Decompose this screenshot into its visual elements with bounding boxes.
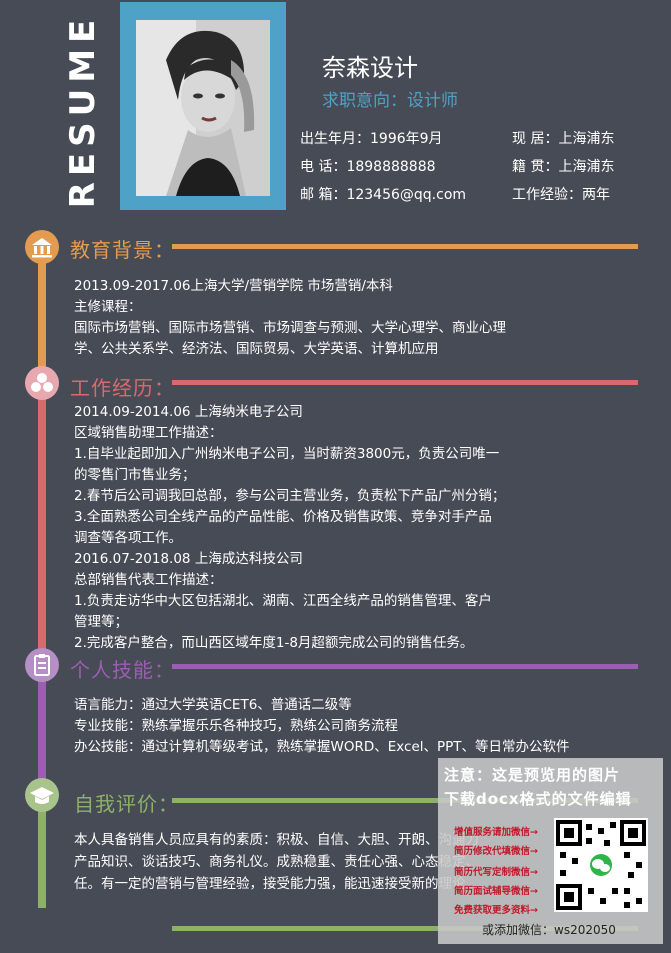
work-line-5: 2.春节后公司调我回总部，参与公司主营业务，负责松下产品广州分销； xyxy=(74,488,506,504)
education-divider xyxy=(172,244,638,249)
watermark-item-5: 免费获取更多资料→ xyxy=(454,905,538,916)
timeline-work xyxy=(38,398,46,650)
education-line-1: 2013.09-2017.06上海大学/营销学院 市场营销/本科 xyxy=(74,278,393,294)
info-phone: 电 话：1898888888 xyxy=(300,159,436,175)
qr-code-icon xyxy=(554,818,648,912)
work-line-7: 调查等各项工作。 xyxy=(74,530,182,546)
watermark-title-2: 下载docx格式的文件编辑 xyxy=(444,790,632,808)
education-line-4: 学、公共关系学、经济法、国际贸易、大学英语、计算机应用 xyxy=(74,341,439,357)
education-line-2: 主修课程： xyxy=(74,299,142,315)
skills-title: 个人技能： xyxy=(70,658,175,682)
self-title: 自我评价： xyxy=(74,792,179,816)
watermark-item-2: 简历修改代填微信→ xyxy=(454,846,538,857)
work-line-10: 1.负责走访华中大区包括湖北、湖南、江西全线产品的销售管理、客户 xyxy=(74,593,492,609)
work-line-6: 3.全面熟悉公司全线产品的产品性能、价格及销售政策、竞争对手产品 xyxy=(74,509,492,525)
work-line-9: 总部销售代表工作描述： xyxy=(74,572,223,588)
work-line-12: 2.完成客户整合，而山西区域年度1-8月超额完成公司的销售任务。 xyxy=(74,635,474,651)
skills-line-1: 语言能力：通过大学英语CET6、普通话二级等 xyxy=(74,697,352,713)
watermark-item-4: 简历面试辅导微信→ xyxy=(454,886,538,897)
watermark-wechat: 或添加微信：ws202050 xyxy=(482,923,616,937)
job-intent: 求职意向：设计师 xyxy=(322,91,458,111)
work-divider xyxy=(172,380,638,385)
self-line-1: 本人具备销售人员应具有的素质：积极、自信、大胆、开朗、沟通力 xyxy=(74,832,479,848)
resume-vertical-title: RESUME xyxy=(63,13,103,209)
skills-divider xyxy=(172,664,638,669)
watermark-item-3: 简历代写定制微信→ xyxy=(454,867,538,878)
info-experience: 工作经验：两年 xyxy=(512,187,610,203)
education-line-3: 国际市场营销、国际市场营销、市场调查与预测、大学心理学、商业心理 xyxy=(74,320,506,336)
graduation-cap-icon xyxy=(25,778,59,812)
clipboard-icon xyxy=(25,648,59,682)
self-line-2: 产品知识、谈话技巧、商务礼仪。成熟稳重、责任心强、心态稳定、 xyxy=(74,854,479,870)
timeline-skills xyxy=(38,678,46,780)
work-line-1: 2014.09-2014.06 上海纳米电子公司 xyxy=(74,404,303,420)
work-line-3: 1.自毕业起即加入广州纳米电子公司，当时薪资3800元，负责公司唯一 xyxy=(74,446,500,462)
school-icon xyxy=(25,230,59,264)
work-line-4: 的零售门市售业务； xyxy=(74,467,196,483)
self-bottom-divider xyxy=(172,926,638,931)
work-title: 工作经历： xyxy=(70,376,175,400)
info-residence: 现 居：上海浦东 xyxy=(512,131,615,147)
work-line-8: 2016.07-2018.08 上海成达科技公司 xyxy=(74,551,303,567)
self-divider xyxy=(172,798,638,803)
portrait-illustration xyxy=(136,20,270,196)
skills-line-2: 专业技能：熟练掌握乐乐各种技巧，熟练公司商务流程 xyxy=(74,718,398,734)
self-line-3: 任。有一定的营销与管理经验，接受能力强，能迅速接受新的理论， xyxy=(74,876,479,892)
timeline-education xyxy=(38,260,46,370)
watermark-title-1: 注意：这是预览用的图片 xyxy=(444,766,621,784)
watermark-item-1: 增值服务请加微信→ xyxy=(454,827,538,838)
education-title: 教育背景： xyxy=(70,238,175,262)
skills-line-3: 办公技能：通过计算机等级考试，熟练掌握WORD、Excel、PPT、等日常办公软… xyxy=(74,739,570,755)
work-line-11: 管理等； xyxy=(74,614,128,630)
info-birth: 出生年月：1996年9月 xyxy=(300,131,443,147)
work-line-2: 区域销售助理工作描述： xyxy=(74,425,223,441)
info-native-place: 籍 贯：上海浦东 xyxy=(512,159,615,175)
profile-photo xyxy=(136,20,270,196)
info-email: 邮 箱：123456@qq.com xyxy=(300,187,467,203)
people-icon xyxy=(25,366,59,400)
candidate-name: 奈森设计 xyxy=(322,54,418,82)
timeline-self xyxy=(38,810,46,908)
